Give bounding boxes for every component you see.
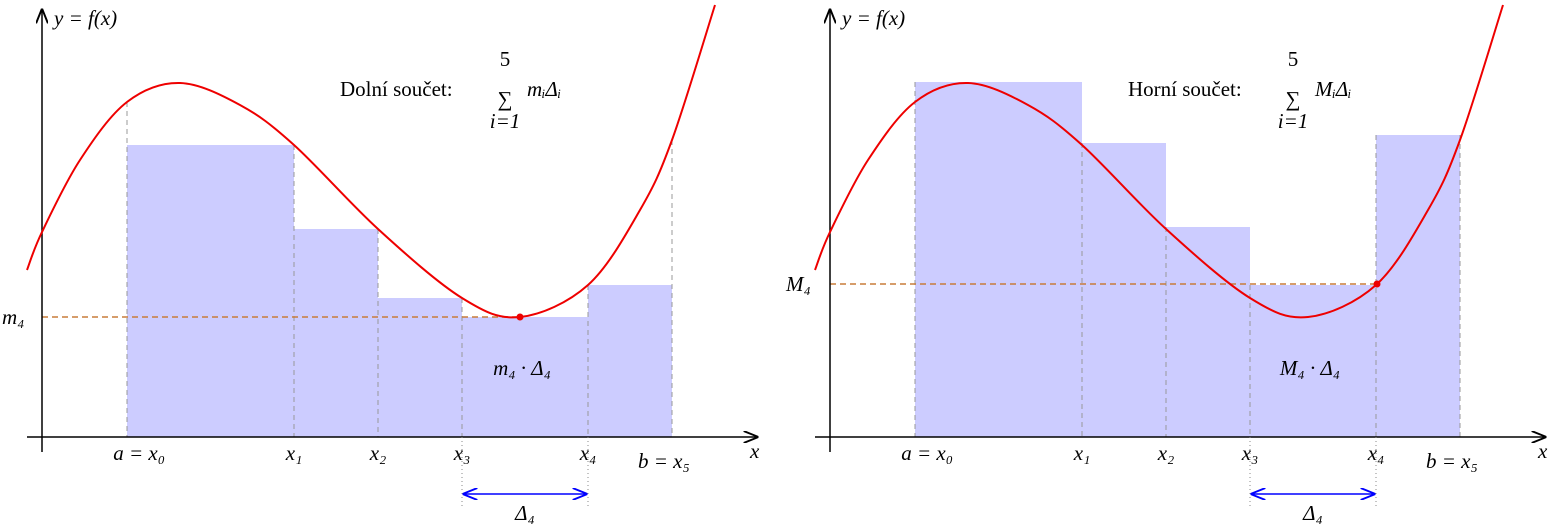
tick-label: a = x₀ — [901, 441, 953, 465]
tick-label: x₂ — [369, 441, 387, 465]
sum-rectangle — [294, 229, 378, 437]
sum-rectangle — [1082, 143, 1166, 437]
point — [1373, 280, 1381, 288]
sum-sign: ∑ — [1286, 87, 1301, 111]
delta-label: Δ₄ — [1302, 501, 1323, 525]
tick-label: x₁ — [285, 441, 303, 465]
delta-label: Δ₄ — [514, 501, 535, 525]
sum-label: Dolní součet: — [340, 77, 453, 101]
sum-rectangle — [378, 298, 462, 437]
sum-rectangle — [462, 317, 588, 437]
sum-rectangle — [1376, 135, 1460, 437]
sum-rectangle — [588, 285, 672, 437]
axis-y-label: y = f(x) — [840, 6, 905, 30]
axis-y-label: y = f(x) — [52, 6, 117, 30]
sum-term: mᵢΔᵢ — [527, 77, 561, 101]
sum-lower: i=1 — [490, 109, 521, 133]
tick-label: x₂ — [1157, 441, 1175, 465]
tick-label: x₁ — [1073, 441, 1091, 465]
level-label: M₄ — [785, 272, 811, 296]
sum-rectangle — [915, 82, 1082, 437]
sum-label: Horní součet: — [1128, 77, 1242, 101]
function-curve — [26, 4, 716, 319]
sum-rectangle — [127, 145, 294, 437]
axis-x-label: x — [749, 439, 760, 463]
sum-term: MᵢΔᵢ — [1314, 77, 1351, 101]
sum-rectangle — [1166, 227, 1250, 437]
tick-label: b = x₅ — [1426, 449, 1478, 473]
point — [516, 313, 524, 321]
sum-upper: 5 — [1288, 47, 1299, 71]
tick-label: a = x₀ — [113, 441, 165, 465]
tick-label: b = x₅ — [638, 449, 690, 473]
axis-x-label: x — [1537, 439, 1548, 463]
area-label: M₄ · Δ₄ — [1279, 356, 1340, 380]
level-label: m₄ — [2, 305, 24, 329]
function-curve — [814, 4, 1504, 319]
area-label: m₄ · Δ₄ — [493, 356, 551, 380]
sum-upper: 5 — [500, 47, 511, 71]
sum-sign: ∑ — [498, 87, 513, 111]
sum-lower: i=1 — [1278, 109, 1309, 133]
